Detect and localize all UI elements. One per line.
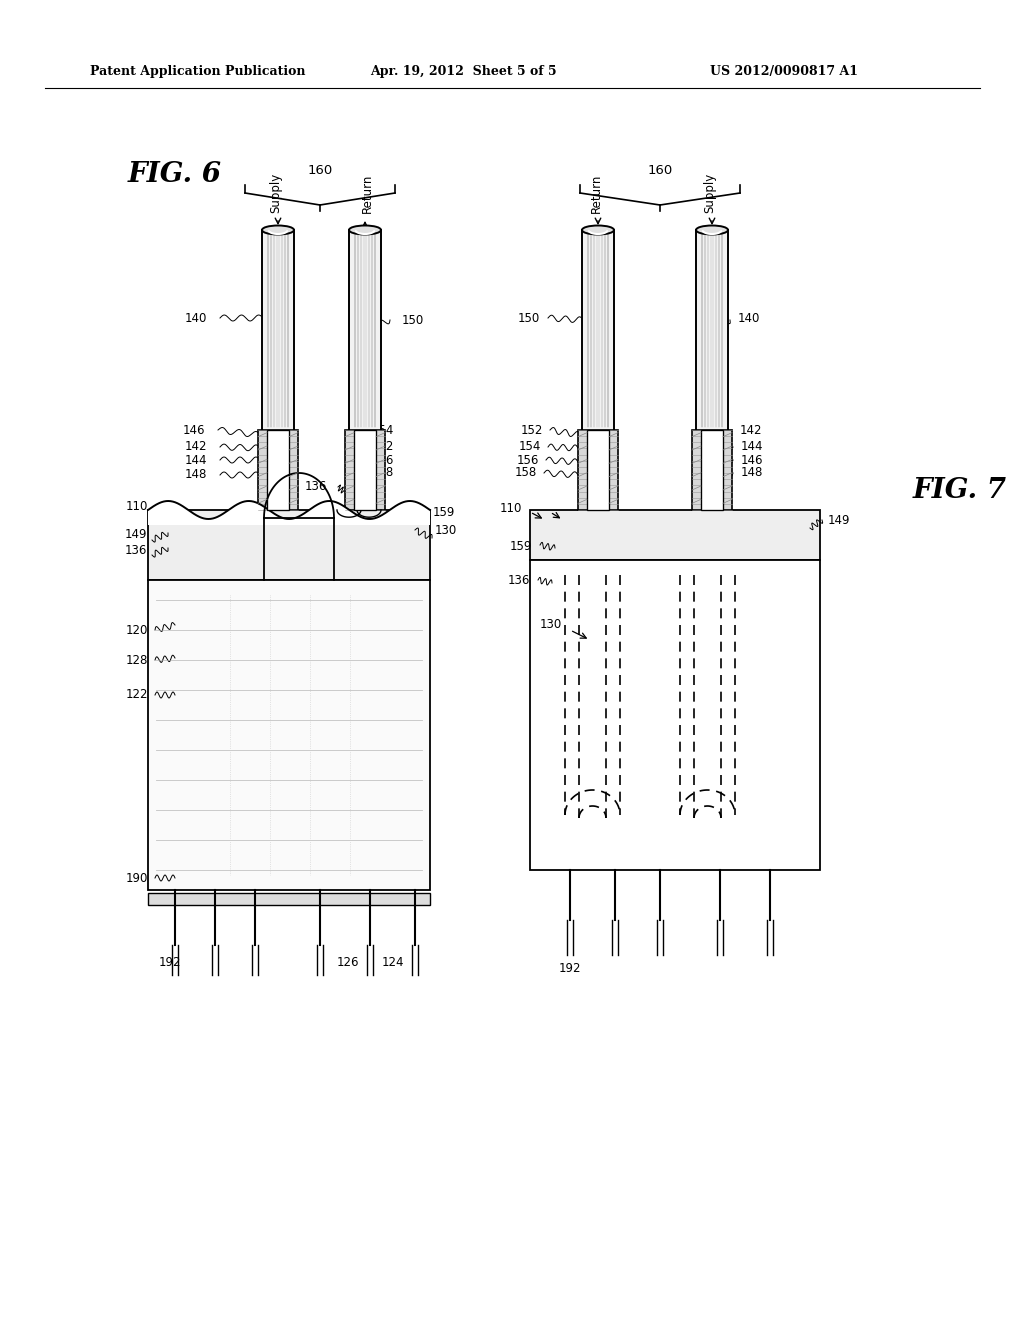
Text: US 2012/0090817 A1: US 2012/0090817 A1 bbox=[710, 66, 858, 78]
Text: 156: 156 bbox=[372, 454, 394, 466]
Text: 159: 159 bbox=[433, 506, 456, 519]
Text: 190: 190 bbox=[126, 871, 148, 884]
Text: 154: 154 bbox=[518, 441, 541, 454]
Text: Supply: Supply bbox=[703, 173, 717, 213]
Bar bbox=[696, 230, 728, 430]
Text: Apr. 19, 2012  Sheet 5 of 5: Apr. 19, 2012 Sheet 5 of 5 bbox=[370, 66, 557, 78]
Text: 152: 152 bbox=[372, 441, 394, 454]
Text: 158: 158 bbox=[515, 466, 537, 479]
Text: 160: 160 bbox=[307, 164, 333, 177]
Text: 149: 149 bbox=[828, 513, 851, 527]
Text: 146: 146 bbox=[182, 424, 205, 437]
Bar bbox=[148, 510, 430, 579]
Text: 160: 160 bbox=[647, 164, 673, 177]
Text: 148: 148 bbox=[741, 466, 763, 479]
Bar bbox=[582, 230, 614, 430]
Text: 140: 140 bbox=[738, 312, 761, 325]
Text: 136: 136 bbox=[304, 480, 327, 494]
Bar bbox=[258, 430, 298, 510]
Text: 158: 158 bbox=[372, 466, 394, 479]
Text: 130: 130 bbox=[540, 619, 562, 631]
Ellipse shape bbox=[349, 226, 381, 235]
Bar bbox=[530, 560, 820, 870]
Text: Return: Return bbox=[360, 174, 374, 213]
Bar bbox=[354, 430, 376, 510]
Text: 120: 120 bbox=[126, 623, 148, 636]
Text: 150: 150 bbox=[518, 312, 540, 325]
Text: 148: 148 bbox=[184, 469, 207, 482]
Text: 110: 110 bbox=[126, 499, 148, 512]
Text: 192: 192 bbox=[559, 961, 582, 974]
Bar bbox=[345, 430, 385, 510]
Text: 156: 156 bbox=[517, 454, 539, 466]
Text: 136: 136 bbox=[508, 573, 530, 586]
Text: 124: 124 bbox=[382, 956, 404, 969]
Text: 192: 192 bbox=[159, 956, 181, 969]
Bar bbox=[692, 430, 732, 510]
Bar bbox=[701, 430, 723, 510]
Text: 150: 150 bbox=[402, 314, 424, 326]
Text: 152: 152 bbox=[520, 424, 543, 437]
Polygon shape bbox=[148, 502, 430, 525]
Bar bbox=[349, 230, 381, 430]
Bar bbox=[148, 579, 430, 890]
Text: 149: 149 bbox=[125, 528, 147, 541]
Bar bbox=[262, 230, 294, 430]
Ellipse shape bbox=[262, 226, 294, 235]
Text: 142: 142 bbox=[740, 424, 763, 437]
Text: 128: 128 bbox=[126, 653, 148, 667]
Text: Patent Application Publication: Patent Application Publication bbox=[90, 66, 305, 78]
Text: 122: 122 bbox=[126, 689, 148, 701]
Ellipse shape bbox=[696, 226, 728, 235]
Bar bbox=[587, 430, 609, 510]
Text: Return: Return bbox=[590, 174, 602, 213]
Text: 140: 140 bbox=[184, 312, 207, 325]
Text: 126: 126 bbox=[337, 956, 359, 969]
Text: 144: 144 bbox=[184, 454, 207, 466]
Bar bbox=[578, 430, 618, 510]
Ellipse shape bbox=[582, 226, 614, 235]
Text: 130: 130 bbox=[435, 524, 458, 536]
Text: FIG. 7: FIG. 7 bbox=[913, 477, 1007, 503]
Text: Supply: Supply bbox=[269, 173, 283, 213]
Bar bbox=[530, 510, 820, 560]
Bar bbox=[267, 430, 289, 510]
Bar bbox=[148, 894, 430, 906]
Text: 144: 144 bbox=[741, 441, 764, 454]
Text: 136: 136 bbox=[125, 544, 147, 557]
Text: 146: 146 bbox=[741, 454, 764, 466]
Text: 159: 159 bbox=[510, 540, 532, 553]
Text: FIG. 6: FIG. 6 bbox=[128, 161, 222, 189]
Text: 110: 110 bbox=[500, 502, 522, 515]
Text: 154: 154 bbox=[372, 424, 394, 437]
Text: 142: 142 bbox=[184, 441, 207, 454]
